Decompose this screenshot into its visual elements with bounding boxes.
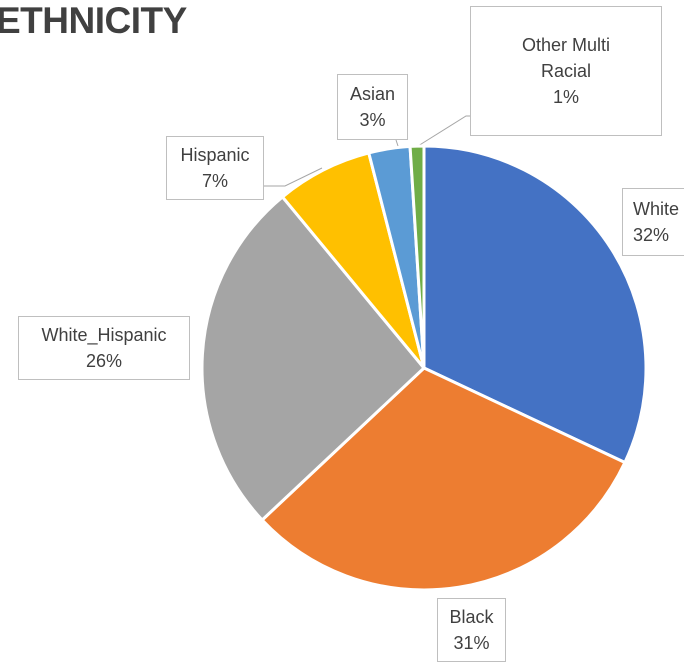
label-category: Asian <box>349 84 396 104</box>
label-value: 3% <box>359 110 386 130</box>
label-category: White <box>633 199 680 219</box>
pie-slice <box>422 144 648 465</box>
pie-slice <box>260 366 627 592</box>
data-label: Hispanic 7% <box>166 136 264 200</box>
label-category: White_Hispanic <box>41 325 167 345</box>
label-category: Black <box>449 607 494 627</box>
data-label: White 32% <box>622 188 684 256</box>
label-value: 31% <box>453 633 490 653</box>
label-value: 32% <box>633 225 670 245</box>
chart-title: ETHNICITY <box>0 0 187 41</box>
leader-line <box>395 139 399 147</box>
data-label: Other Multi Racial 1% <box>470 6 662 136</box>
data-label: Asian 3% <box>337 74 408 140</box>
leader-line <box>264 167 323 187</box>
label-value: 26% <box>85 351 123 371</box>
label-value: 7% <box>201 171 228 191</box>
label-category: Other Multi Racial <box>521 35 611 81</box>
pie-slice <box>200 194 427 523</box>
label-value: 1% <box>552 87 579 107</box>
data-label: Black 31% <box>437 598 506 662</box>
data-label: White_Hispanic 26% <box>18 316 190 380</box>
pie-slice <box>408 144 426 369</box>
label-category: Hispanic <box>180 145 250 165</box>
leader-line <box>417 115 470 147</box>
